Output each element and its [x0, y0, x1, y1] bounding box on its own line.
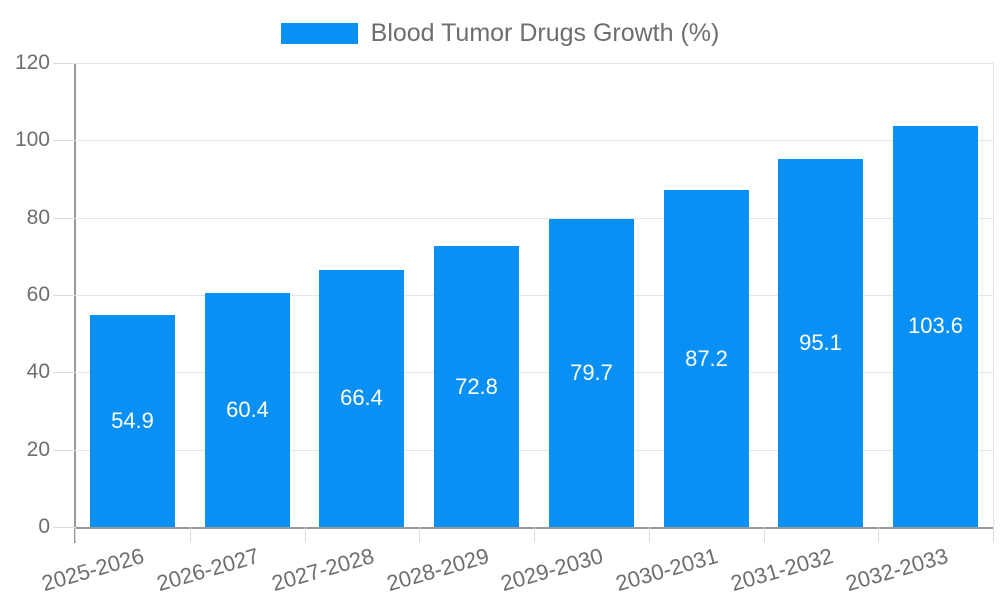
bar-value-label: 72.8 — [455, 374, 498, 399]
x-axis-tick-label: 2028-2029 — [383, 543, 492, 597]
x-axis-tick-label: 2029-2030 — [497, 543, 606, 597]
y-axis-tick — [53, 527, 75, 528]
bar[interactable]: 103.6 — [893, 126, 978, 527]
bar[interactable]: 60.4 — [205, 293, 290, 527]
y-axis-tick-label: 0 — [38, 515, 50, 538]
bar[interactable]: 95.1 — [778, 159, 863, 527]
y-axis-tick-label: 60 — [26, 283, 50, 306]
x-axis-tick — [878, 527, 879, 542]
y-gridline — [75, 450, 993, 451]
y-gridline — [75, 218, 993, 219]
x-axis-tick-label: 2026-2027 — [153, 543, 262, 597]
y-gridline — [75, 295, 993, 296]
x-axis-tick-label: 2027-2028 — [268, 543, 377, 597]
y-axis-tick-label: 20 — [26, 438, 50, 461]
x-axis-tick-label: 2025-2026 — [38, 543, 147, 597]
y-gridline — [75, 372, 993, 373]
y-axis-tick — [53, 140, 75, 141]
y-axis-line — [74, 63, 76, 543]
bar-value-label: 95.1 — [799, 330, 842, 355]
x-axis-tick — [534, 527, 535, 542]
bar-value-label: 60.4 — [226, 397, 269, 422]
legend-swatch — [280, 22, 358, 44]
x-axis-tick-label: 2032-2033 — [842, 543, 951, 597]
y-axis-tick-label: 100 — [14, 128, 50, 151]
x-axis-tick — [649, 527, 650, 542]
x-axis-tick — [75, 527, 76, 542]
y-axis-tick — [53, 63, 75, 64]
bar-value-label: 103.6 — [907, 313, 964, 338]
y-gridline — [75, 63, 993, 64]
legend[interactable]: Blood Tumor Drugs Growth (%) — [0, 18, 1000, 47]
y-axis-tick-label: 40 — [26, 360, 50, 383]
x-axis-tick — [764, 527, 765, 542]
y-axis-tick-label: 80 — [26, 206, 50, 229]
bar-value-label: 54.9 — [111, 408, 154, 433]
bar[interactable]: 87.2 — [664, 190, 749, 527]
bar[interactable]: 66.4 — [319, 270, 404, 527]
y-axis-tick — [53, 218, 75, 219]
x-axis-tick — [419, 527, 420, 542]
plot-right-border — [993, 63, 994, 539]
bar-value-label: 79.7 — [570, 360, 613, 385]
legend-label: Blood Tumor Drugs Growth (%) — [370, 18, 720, 47]
bar[interactable]: 79.7 — [549, 219, 634, 527]
y-axis-tick — [53, 295, 75, 296]
x-axis-tick — [305, 527, 306, 542]
x-axis-tick-label: 2030-2031 — [612, 543, 721, 597]
y-axis-tick — [53, 450, 75, 451]
y-axis-tick — [53, 372, 75, 373]
bar[interactable]: 72.8 — [434, 246, 519, 527]
bar-value-label: 66.4 — [340, 385, 383, 410]
y-axis-tick-label: 120 — [14, 51, 50, 74]
x-axis-tick — [190, 527, 191, 542]
x-axis-tick-label: 2031-2032 — [727, 543, 836, 597]
y-gridline — [75, 140, 993, 141]
x-axis-tick — [993, 527, 994, 542]
bar-value-label: 87.2 — [685, 346, 728, 371]
bar[interactable]: 54.9 — [90, 315, 175, 527]
